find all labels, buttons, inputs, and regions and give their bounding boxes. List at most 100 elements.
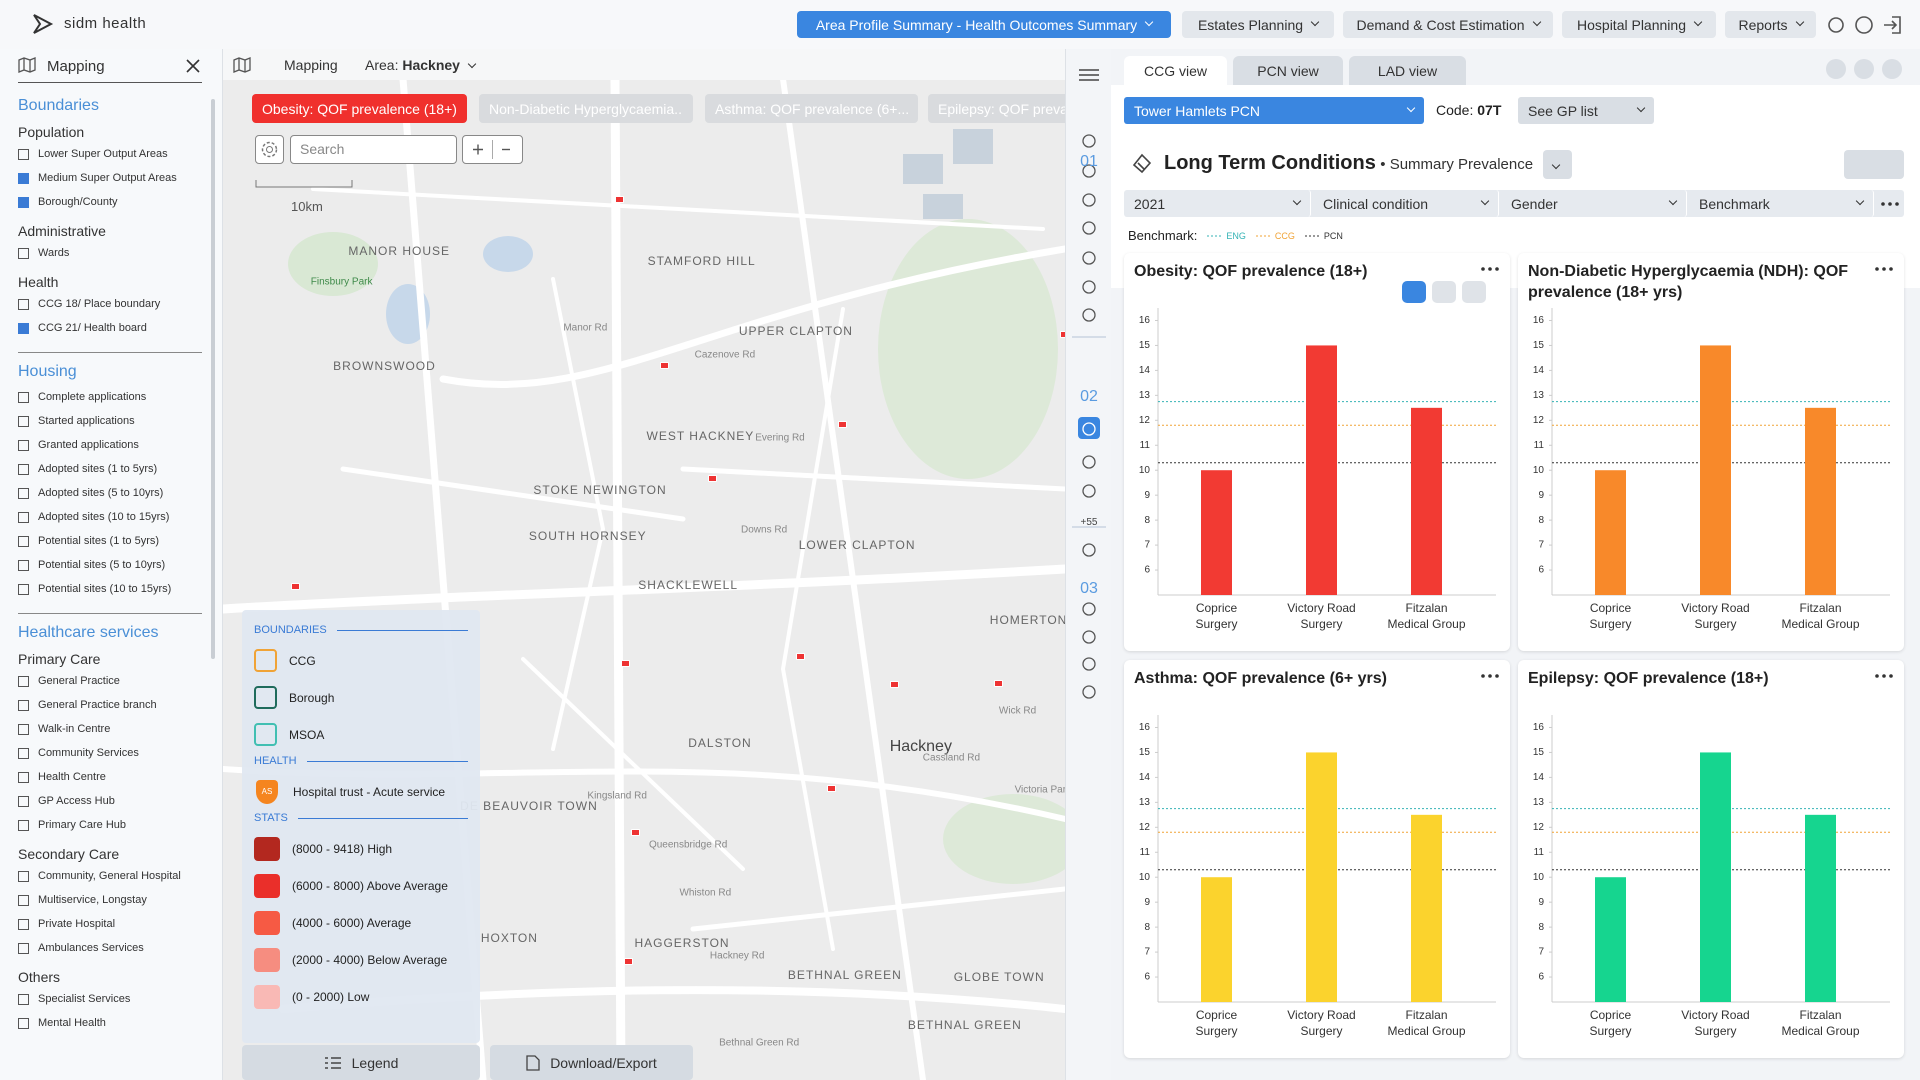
gp-list-select[interactable]: See GP list <box>1518 97 1654 124</box>
checkbox[interactable] <box>18 416 29 427</box>
hospital-marker[interactable] <box>624 958 633 965</box>
checkbox[interactable] <box>18 488 29 499</box>
checkbox[interactable] <box>18 392 29 403</box>
area-selector[interactable]: Area: Hackney <box>365 57 475 73</box>
hospital-marker[interactable] <box>827 785 836 792</box>
settings-icon[interactable] <box>1829 18 1843 32</box>
checkbox-item[interactable]: Borough/County <box>18 190 202 214</box>
checkbox[interactable] <box>18 871 29 882</box>
chart-view-button[interactable] <box>1462 281 1486 303</box>
checkbox-item[interactable]: Multiservice, Longstay <box>18 888 202 912</box>
tool-icon[interactable] <box>1083 631 1095 643</box>
filter-select[interactable]: Clinical condition <box>1313 190 1499 217</box>
hospital-marker[interactable] <box>796 653 805 660</box>
checkbox[interactable] <box>18 536 29 547</box>
checkbox-item[interactable]: Adopted sites (10 to 15yrs) <box>18 505 202 529</box>
hospital-marker[interactable] <box>615 196 624 203</box>
tool-icon[interactable] <box>1083 603 1095 615</box>
checkbox[interactable] <box>18 173 29 184</box>
zoom-in[interactable] <box>473 145 483 155</box>
checkbox-item[interactable]: Community, General Hospital <box>18 864 202 888</box>
scrollbar[interactable] <box>211 99 215 659</box>
logout-icon[interactable] <box>1884 17 1900 33</box>
checkbox[interactable] <box>18 149 29 160</box>
checkbox-item[interactable]: Health Centre <box>18 765 202 789</box>
nav-button[interactable]: Demand & Cost Estimation <box>1343 11 1553 38</box>
checkbox-item[interactable]: Ambulances Services <box>18 936 202 960</box>
nav-button[interactable]: Area Profile Summary - Health Outcomes S… <box>797 11 1171 38</box>
checkbox[interactable] <box>18 248 29 259</box>
window-button[interactable] <box>1826 59 1846 79</box>
collapse-button[interactable] <box>1543 150 1572 179</box>
checkbox-item[interactable]: Granted applications <box>18 433 202 457</box>
checkbox[interactable] <box>18 919 29 930</box>
nav-button[interactable]: Hospital Planning <box>1562 11 1716 38</box>
checkbox[interactable] <box>18 772 29 783</box>
checkbox[interactable] <box>18 512 29 523</box>
more-tools[interactable]: +55 <box>1066 517 1112 528</box>
checkbox[interactable] <box>18 724 29 735</box>
legend-button[interactable]: Legend <box>242 1045 480 1080</box>
tool-icon[interactable] <box>1083 485 1095 497</box>
nav-button[interactable]: Reports <box>1725 11 1816 38</box>
checkbox[interactable] <box>18 299 29 310</box>
close-button[interactable] <box>186 59 200 73</box>
checkbox[interactable] <box>18 560 29 571</box>
checkbox-item[interactable]: CCG 18/ Place boundary <box>18 292 202 316</box>
filter-select[interactable]: Gender <box>1501 190 1687 217</box>
search-input[interactable]: Search <box>290 135 457 164</box>
view-tab[interactable]: CCG view <box>1124 56 1227 85</box>
checkbox-item[interactable]: Community Services <box>18 741 202 765</box>
filter-select[interactable]: Benchmark <box>1689 190 1874 217</box>
checkbox-item[interactable]: Potential sites (1 to 5yrs) <box>18 529 202 553</box>
checkbox[interactable] <box>18 323 29 334</box>
nav-button[interactable]: Estates Planning <box>1182 11 1334 38</box>
tool-icon[interactable] <box>1083 456 1095 468</box>
pcn-select[interactable]: Tower Hamlets PCN <box>1124 97 1424 124</box>
window-button[interactable] <box>1882 59 1902 79</box>
filter-more[interactable] <box>1880 200 1900 208</box>
hospital-marker[interactable] <box>890 681 899 688</box>
tool-icon[interactable] <box>1083 309 1095 321</box>
window-button[interactable] <box>1854 59 1874 79</box>
checkbox-item[interactable]: Potential sites (10 to 15yrs) <box>18 577 202 601</box>
tool-icon[interactable] <box>1083 544 1095 556</box>
checkbox-item[interactable]: Adopted sites (1 to 5yrs) <box>18 457 202 481</box>
checkbox[interactable] <box>18 1018 29 1029</box>
checkbox-item[interactable]: General Practice branch <box>18 693 202 717</box>
checkbox[interactable] <box>18 796 29 807</box>
map[interactable]: MANOR HOUSEFinsbury ParkSTAMFORD HILLUPP… <box>223 49 1065 1080</box>
checkbox-item[interactable]: CCG 21/ Health board <box>18 316 202 340</box>
checkbox-item[interactable]: Walk-in Centre <box>18 717 202 741</box>
settings-button[interactable] <box>255 135 284 164</box>
checkbox[interactable] <box>18 464 29 475</box>
chart-view-button[interactable] <box>1432 281 1456 303</box>
hospital-marker[interactable] <box>660 362 669 369</box>
checkbox[interactable] <box>18 895 29 906</box>
tool-icon[interactable] <box>1083 222 1095 234</box>
checkbox-item[interactable]: Lower Super Output Areas <box>18 142 202 166</box>
checkbox-item[interactable]: Mental Health <box>18 1011 202 1035</box>
chart-menu[interactable] <box>1480 672 1500 680</box>
checkbox[interactable] <box>18 584 29 595</box>
tool-icon[interactable] <box>1083 686 1095 698</box>
checkbox-item[interactable]: Private Hospital <box>18 912 202 936</box>
checkbox[interactable] <box>18 820 29 831</box>
chart-view-button[interactable] <box>1402 281 1426 303</box>
view-tab[interactable]: LAD view <box>1349 56 1466 85</box>
checkbox[interactable] <box>18 676 29 687</box>
hospital-marker[interactable] <box>291 583 300 590</box>
checkbox-item[interactable]: Medium Super Output Areas <box>18 166 202 190</box>
tool-icon[interactable] <box>1083 194 1095 206</box>
hospital-marker[interactable] <box>621 660 630 667</box>
tool-icon[interactable] <box>1083 281 1095 293</box>
tool-icon[interactable] <box>1083 658 1095 670</box>
checkbox-item[interactable]: Primary Care Hub <box>18 813 202 837</box>
layer-chip[interactable]: Non-Diabetic Hyperglycaemia.. <box>479 94 693 123</box>
chart-menu[interactable] <box>1874 265 1894 273</box>
checkbox[interactable] <box>18 197 29 208</box>
checkbox[interactable] <box>18 943 29 954</box>
hospital-marker[interactable] <box>631 829 640 836</box>
checkbox[interactable] <box>18 700 29 711</box>
layer-chip[interactable]: Epilepsy: QOF prevalence (18+) <box>928 94 1065 123</box>
